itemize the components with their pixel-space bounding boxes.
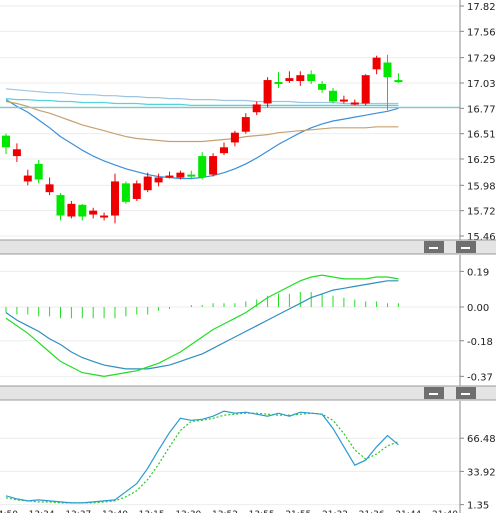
minimize-button[interactable] bbox=[424, 241, 444, 253]
x-tick-label: 14:50 bbox=[0, 510, 18, 513]
x-tick-label: 13:15 bbox=[139, 510, 165, 513]
x-tick-label: 13:34 bbox=[29, 510, 55, 513]
x-tick-label: 21:44 bbox=[395, 510, 421, 513]
minimize-button[interactable] bbox=[424, 387, 444, 399]
candle-body bbox=[23, 175, 32, 182]
candle-body bbox=[187, 174, 196, 177]
candle-body bbox=[329, 90, 337, 102]
y-tick-label: 0.00 bbox=[467, 303, 489, 314]
candle-body bbox=[285, 78, 294, 82]
candle-body bbox=[67, 203, 76, 217]
x-tick-label: 21:32 bbox=[322, 510, 348, 513]
y-tick-label: -0.37 bbox=[467, 372, 493, 383]
y-tick-label: 15.98 bbox=[467, 181, 496, 192]
candle-body bbox=[176, 172, 185, 178]
y-tick-label: 16.51 bbox=[467, 130, 496, 141]
y-tick-label: 15.46 bbox=[467, 232, 496, 243]
y-tick-label: 15.72 bbox=[467, 207, 496, 218]
candle-body bbox=[34, 163, 43, 180]
candle-body bbox=[89, 210, 98, 215]
y-tick-label: 66.48 bbox=[467, 434, 496, 445]
x-tick-label: 13:40 bbox=[102, 510, 128, 513]
x-tick-label: 13:30 bbox=[175, 510, 201, 513]
candle-body bbox=[56, 195, 65, 216]
stochastic-k-line bbox=[5, 410, 399, 504]
y-tick-label: 33.92 bbox=[467, 467, 496, 478]
x-tick-label: 21:40 bbox=[432, 510, 458, 513]
candle-body bbox=[394, 80, 403, 83]
x-tick-label: 21:36 bbox=[359, 510, 385, 513]
candle-body bbox=[111, 181, 119, 216]
candle-body bbox=[45, 184, 54, 193]
x-tick-label: 13:55 bbox=[249, 510, 275, 513]
y-tick-label: 17.82 bbox=[467, 2, 496, 13]
candle-body bbox=[100, 215, 109, 218]
candle-body bbox=[274, 82, 283, 85]
moving-average-line bbox=[5, 98, 399, 107]
macd-line bbox=[5, 274, 399, 378]
y-tick-label: 17.29 bbox=[467, 54, 496, 65]
x-tick-label: 13:37 bbox=[65, 510, 91, 513]
minimize-button[interactable] bbox=[456, 241, 476, 253]
x-tick-label: 13:52 bbox=[212, 510, 238, 513]
price-panel: 17.82 17.56 17.29 17.03 16.77 16.51 16.25 15.98… bbox=[0, 0, 496, 243]
candle-body bbox=[307, 74, 316, 82]
candle-body bbox=[339, 99, 348, 102]
candle-body bbox=[241, 117, 250, 132]
y-tick-label: 0.19 bbox=[467, 267, 489, 278]
candle-body bbox=[2, 135, 10, 148]
macd-panel: 0.19 0.00 -0.18 -0.37 bbox=[0, 255, 493, 386]
y-tick-label: 16.77 bbox=[467, 104, 496, 115]
minimize-button[interactable] bbox=[456, 387, 476, 399]
time-axis: 14:50 13:34 13:37 13:40 13:15 13:30 13:52 13:55… bbox=[0, 510, 458, 513]
moving-average-line bbox=[5, 100, 399, 143]
y-tick-label: 17.56 bbox=[467, 27, 496, 38]
candle-body bbox=[230, 132, 239, 143]
candle-body bbox=[361, 75, 370, 104]
candle-body bbox=[132, 183, 141, 199]
candle-body bbox=[78, 204, 87, 217]
candle-body bbox=[165, 175, 174, 178]
y-tick-label: -0.18 bbox=[467, 337, 493, 348]
candle-body bbox=[220, 147, 228, 154]
candle-body bbox=[296, 75, 305, 82]
candle-body bbox=[12, 149, 21, 157]
x-tick-label: 21:55 bbox=[285, 510, 311, 513]
macd-signal-line bbox=[5, 280, 399, 370]
y-tick-label: 17.03 bbox=[467, 79, 496, 90]
candle-body bbox=[154, 177, 163, 183]
candle-body bbox=[372, 57, 381, 70]
candle-body bbox=[318, 83, 327, 90]
candle-body bbox=[263, 80, 272, 104]
candle-body bbox=[350, 102, 359, 105]
candle-body bbox=[383, 62, 392, 78]
y-tick-label: 1.35 bbox=[467, 501, 489, 512]
candle-body bbox=[198, 156, 207, 178]
candle-body bbox=[252, 104, 261, 113]
candle-body bbox=[121, 183, 130, 202]
y-tick-label: 16.25 bbox=[467, 155, 496, 166]
candle-body bbox=[143, 176, 152, 191]
candle-body bbox=[209, 156, 218, 175]
stochastic-panel: 66.48 33.92 1.35 bbox=[0, 401, 496, 513]
